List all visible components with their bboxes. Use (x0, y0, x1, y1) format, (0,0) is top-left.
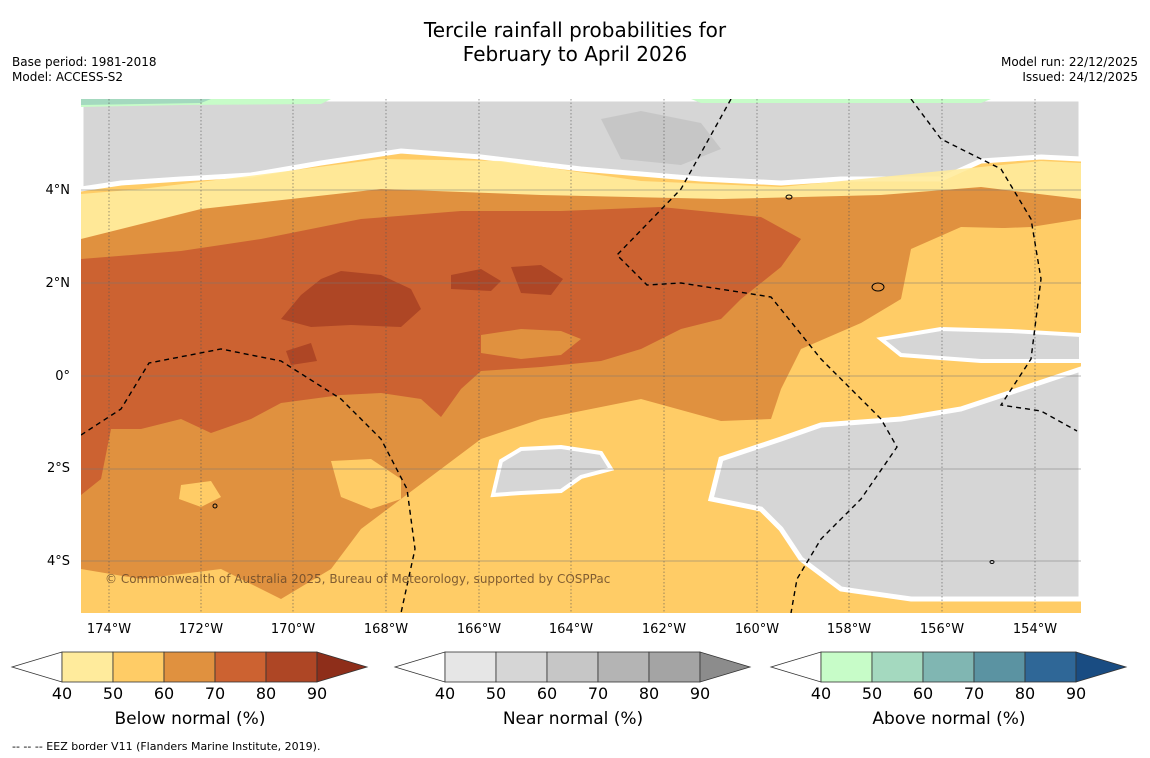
lat-lines (81, 189, 1081, 562)
colorbar-under-arrow (393, 651, 446, 683)
lon-label-160w: 160°W (734, 622, 780, 637)
colorbar-over-arrow (1075, 651, 1128, 683)
rainfall-map (81, 99, 1081, 613)
colorbar-segment (265, 651, 318, 683)
cb2-tick: 50 (485, 684, 507, 703)
near-normal-north-dark (601, 111, 721, 165)
colorbar-label-above-normal: Above normal (%) (872, 709, 1026, 729)
lat-label-4n: 4°N (45, 183, 71, 198)
colorbar-above-normal (769, 651, 1128, 683)
near-normal-east (707, 366, 1081, 602)
colorbar-segment (546, 651, 599, 683)
colorbar-under-arrow (769, 651, 822, 683)
below-normal-80-small-2 (511, 265, 563, 295)
colorbar-segment (214, 651, 267, 683)
colorbar-over-arrow (699, 651, 752, 683)
lat-label-0: 0° (55, 369, 70, 384)
colorbar-segment (871, 651, 924, 683)
colorbar-near-normal (393, 651, 752, 683)
lat-label-2s: 2°S (46, 461, 70, 476)
lon-label-158w: 158°W (826, 622, 872, 637)
meta-right: Model run: 22/12/2025 Issued: 24/12/2025 (1001, 55, 1138, 85)
cb1-tick: 50 (102, 684, 124, 703)
colorbar-segment (922, 651, 975, 683)
eez-footer-note: -- -- -- EEZ border V11 (Flanders Marine… (12, 740, 321, 753)
colorbar-label-below-normal: Below normal (%) (114, 709, 266, 729)
colorbar-under-arrow (10, 651, 63, 683)
below-normal-80-small-1 (451, 269, 501, 291)
lon-label-166w: 166°W (456, 622, 502, 637)
cb1-tick: 90 (306, 684, 328, 703)
colorbar-over-arrow (316, 651, 369, 683)
colorbar-segment (444, 651, 497, 683)
meta-left: Base period: 1981-2018 Model: ACCESS-S2 (12, 55, 157, 85)
below-normal-70-west (81, 429, 111, 495)
base-period: Base period: 1981-2018 (12, 55, 157, 69)
colorbar-segment (112, 651, 165, 683)
colorbar-below-normal (10, 651, 369, 683)
map-title: Tercile rainfall probabilities for Febru… (0, 18, 1150, 66)
lon-label-164w: 164°W (548, 622, 594, 637)
cb1-tick: 60 (153, 684, 175, 703)
colorbar-segment (820, 651, 873, 683)
model-name: Model: ACCESS-S2 (12, 70, 124, 84)
model-run: Model run: 22/12/2025 (1000, 55, 1138, 69)
colorbar-segment (495, 651, 548, 683)
cb3-tick: 40 (810, 684, 832, 703)
below-normal-50-patch-1 (331, 459, 401, 509)
grid-lines (108, 99, 1036, 613)
islands (212, 194, 995, 564)
colorbar-label-near-normal: Near normal (%) (502, 709, 644, 729)
lon-label-170w: 170°W (270, 622, 316, 637)
cb1-tick: 80 (255, 684, 277, 703)
title-line-2: February to April 2026 (462, 42, 688, 66)
below-normal-60-patch (481, 329, 581, 359)
copyright-notice: © Commonwealth of Australia 2025, Bureau… (105, 572, 611, 586)
colorbar-segment (163, 651, 216, 683)
cb2-tick: 40 (434, 684, 456, 703)
above-normal-strip-right (691, 99, 991, 103)
cb2-tick: 90 (689, 684, 711, 703)
cb1-tick: 40 (51, 684, 73, 703)
lon-label-162w: 162°W (641, 622, 687, 637)
near-normal-north (81, 99, 1081, 192)
lon-label-168w: 168°W (363, 622, 409, 637)
cb3-tick: 70 (963, 684, 985, 703)
below-normal-80-small-3 (286, 343, 317, 365)
cb3-tick: 50 (861, 684, 883, 703)
below-normal-50-patch-south (81, 569, 341, 613)
colorbar-segment (597, 651, 650, 683)
cb1-tick: 70 (204, 684, 226, 703)
lat-label-2n: 2°N (45, 276, 71, 291)
cb2-tick: 70 (587, 684, 609, 703)
cb3-tick: 80 (1014, 684, 1036, 703)
near-normal-east-small (876, 326, 1081, 363)
below-normal-50-patch-2 (179, 481, 221, 507)
colorbar-segment (61, 651, 114, 683)
lon-label-174w: 174°W (86, 622, 132, 637)
title-line-1: Tercile rainfall probabilities for (423, 18, 727, 42)
colorbar-segment (973, 651, 1026, 683)
near-normal-central (490, 444, 615, 498)
cb2-tick: 80 (638, 684, 660, 703)
cb3-tick: 60 (912, 684, 934, 703)
eez-borders (81, 99, 1078, 613)
issued-date: Issued: 24/12/2025 (1022, 70, 1138, 84)
colorbar-segment (1024, 651, 1077, 683)
colorbar-segment (648, 651, 701, 683)
lon-label-156w: 156°W (919, 622, 965, 637)
below-normal-70-region (81, 207, 801, 433)
above-normal-strip-left-2 (81, 99, 211, 105)
lon-label-154w: 154°W (1012, 622, 1058, 637)
lat-label-4s: 4°S (46, 554, 70, 569)
cb3-tick: 90 (1065, 684, 1087, 703)
lon-label-172w: 172°W (178, 622, 224, 637)
cb2-tick: 60 (536, 684, 558, 703)
